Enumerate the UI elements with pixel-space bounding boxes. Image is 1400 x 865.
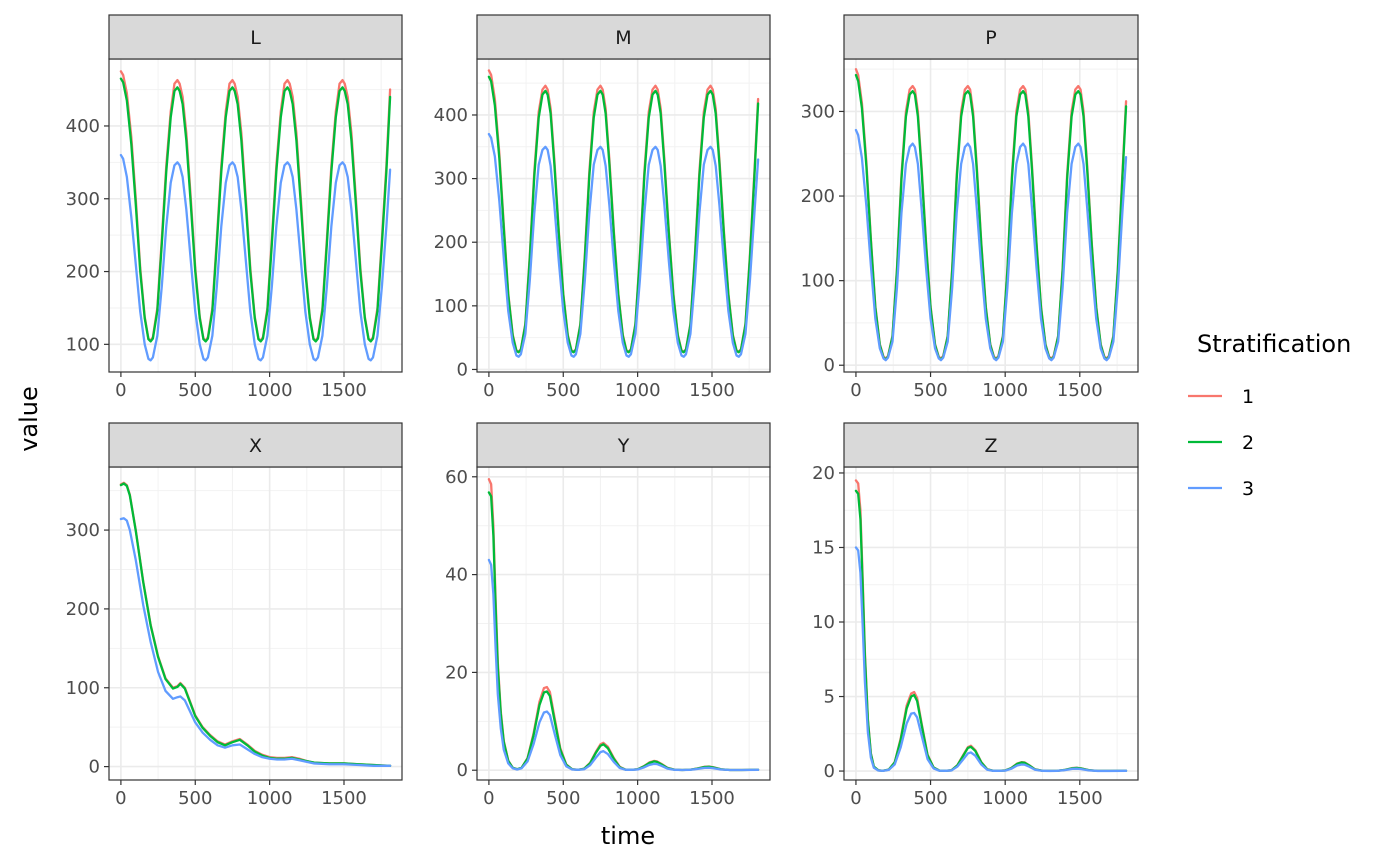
x-tick-label: 1000 xyxy=(247,380,293,401)
y-tick-label: 0 xyxy=(457,359,468,380)
y-tick-label: 200 xyxy=(801,186,835,207)
x-tick-label: 1000 xyxy=(615,380,661,401)
y-tick-label: 15 xyxy=(812,537,835,558)
x-tick-label: 1500 xyxy=(1057,788,1103,809)
y-tick-label: 0 xyxy=(457,760,468,781)
y-tick-label: 400 xyxy=(434,105,468,126)
legend-entry-label: 2 xyxy=(1242,432,1254,454)
x-tick-label: 1500 xyxy=(321,380,367,401)
legend: Stratification 1 2 3 xyxy=(1188,330,1351,500)
x-tick-label: 0 xyxy=(850,380,861,401)
x-tick-label: 500 xyxy=(178,788,212,809)
series-line-M-2 xyxy=(487,75,760,354)
y-tick-label: 200 xyxy=(434,232,468,253)
y-tick-label: 300 xyxy=(66,189,100,210)
panel-background xyxy=(109,467,402,780)
facet-M: M 0 500 1000 1500 0 100 200 300 400 xyxy=(434,14,771,401)
series-line-M-3 xyxy=(487,132,760,358)
facet-strip-label: M xyxy=(615,27,631,49)
x-tick-label: 500 xyxy=(913,380,947,401)
x-tick-label: 0 xyxy=(483,380,494,401)
series-line-P-3 xyxy=(854,128,1128,362)
x-tick-label: 0 xyxy=(115,380,126,401)
y-tick-label: 100 xyxy=(66,678,100,699)
x-tick-label: 1500 xyxy=(689,380,735,401)
legend-title: Stratification xyxy=(1197,330,1351,358)
series-line-Y-3 xyxy=(487,558,760,772)
y-tick-label: 300 xyxy=(66,520,100,541)
facet-L: L 0 500 1000 1500 100 200 300 400 xyxy=(66,14,403,401)
series-line-L-3 xyxy=(119,153,392,362)
x-tick-label: 1500 xyxy=(321,788,367,809)
legend-entry-2: 2 xyxy=(1188,432,1254,454)
y-tick-label: 300 xyxy=(434,169,468,190)
y-tick-label: 5 xyxy=(824,687,835,708)
x-axis-title: time xyxy=(601,822,655,850)
legend-entry-label: 3 xyxy=(1242,478,1254,500)
facet-strip xyxy=(108,422,403,468)
x-tick-label: 0 xyxy=(115,788,126,809)
y-tick-label: 40 xyxy=(445,565,468,586)
x-tick-label: 0 xyxy=(483,788,494,809)
facet-Z: Z 0 500 1000 1500 0 5 10 15 20 xyxy=(812,422,1139,809)
panel-background xyxy=(844,467,1138,780)
x-tick-label: 500 xyxy=(913,788,947,809)
y-tick-label: 200 xyxy=(66,599,100,620)
y-axis-title: value xyxy=(15,386,43,452)
y-tick-label: 0 xyxy=(89,757,100,778)
facet-strip xyxy=(843,422,1139,468)
y-tick-label: 20 xyxy=(445,662,468,683)
facet-strip-label: Y xyxy=(617,435,630,457)
facet-strip-label: P xyxy=(985,27,996,49)
facet-strip xyxy=(108,14,403,60)
x-tick-label: 0 xyxy=(850,788,861,809)
x-tick-label: 1500 xyxy=(1057,380,1103,401)
x-tick-label: 500 xyxy=(546,380,580,401)
x-tick-label: 1000 xyxy=(982,788,1028,809)
facet-strip xyxy=(476,14,771,60)
series-line-X-3 xyxy=(119,517,392,767)
panel-background xyxy=(477,59,770,372)
x-tick-label: 500 xyxy=(546,788,580,809)
x-tick-label: 1000 xyxy=(615,788,661,809)
facet-strip-label: Z xyxy=(984,435,997,457)
y-tick-label: 200 xyxy=(66,262,100,283)
y-tick-label: 0 xyxy=(824,355,835,376)
y-tick-label: 60 xyxy=(445,467,468,488)
y-tick-label: 10 xyxy=(812,612,835,633)
y-tick-label: 100 xyxy=(434,296,468,317)
facet-strip-label: X xyxy=(249,435,262,457)
series-line-Z-3 xyxy=(854,546,1128,773)
facet-P: P 0 500 1000 1500 0 100 200 300 xyxy=(801,14,1139,401)
y-tick-label: 20 xyxy=(812,463,835,484)
x-tick-label: 1000 xyxy=(982,380,1028,401)
legend-entry-3: 3 xyxy=(1188,478,1254,500)
legend-entry-1: 1 xyxy=(1188,386,1254,408)
series-line-L-2 xyxy=(119,77,392,343)
x-tick-label: 1500 xyxy=(689,788,735,809)
x-tick-label: 1000 xyxy=(247,788,293,809)
x-tick-label: 500 xyxy=(178,380,212,401)
y-tick-label: 100 xyxy=(66,334,100,355)
facet-Y: Y 0 500 1000 1500 0 20 40 60 xyxy=(445,422,771,809)
facet-X: X 0 500 1000 1500 0 100 200 300 xyxy=(66,422,403,809)
facet-strip xyxy=(843,14,1139,60)
legend-entry-label: 1 xyxy=(1242,386,1254,408)
facet-strip xyxy=(476,422,771,468)
y-tick-label: 100 xyxy=(801,271,835,292)
y-tick-label: 0 xyxy=(824,761,835,782)
panel-background xyxy=(844,59,1138,372)
y-tick-label: 400 xyxy=(66,116,100,137)
y-tick-label: 300 xyxy=(801,101,835,122)
facet-strip-label: L xyxy=(250,27,261,49)
